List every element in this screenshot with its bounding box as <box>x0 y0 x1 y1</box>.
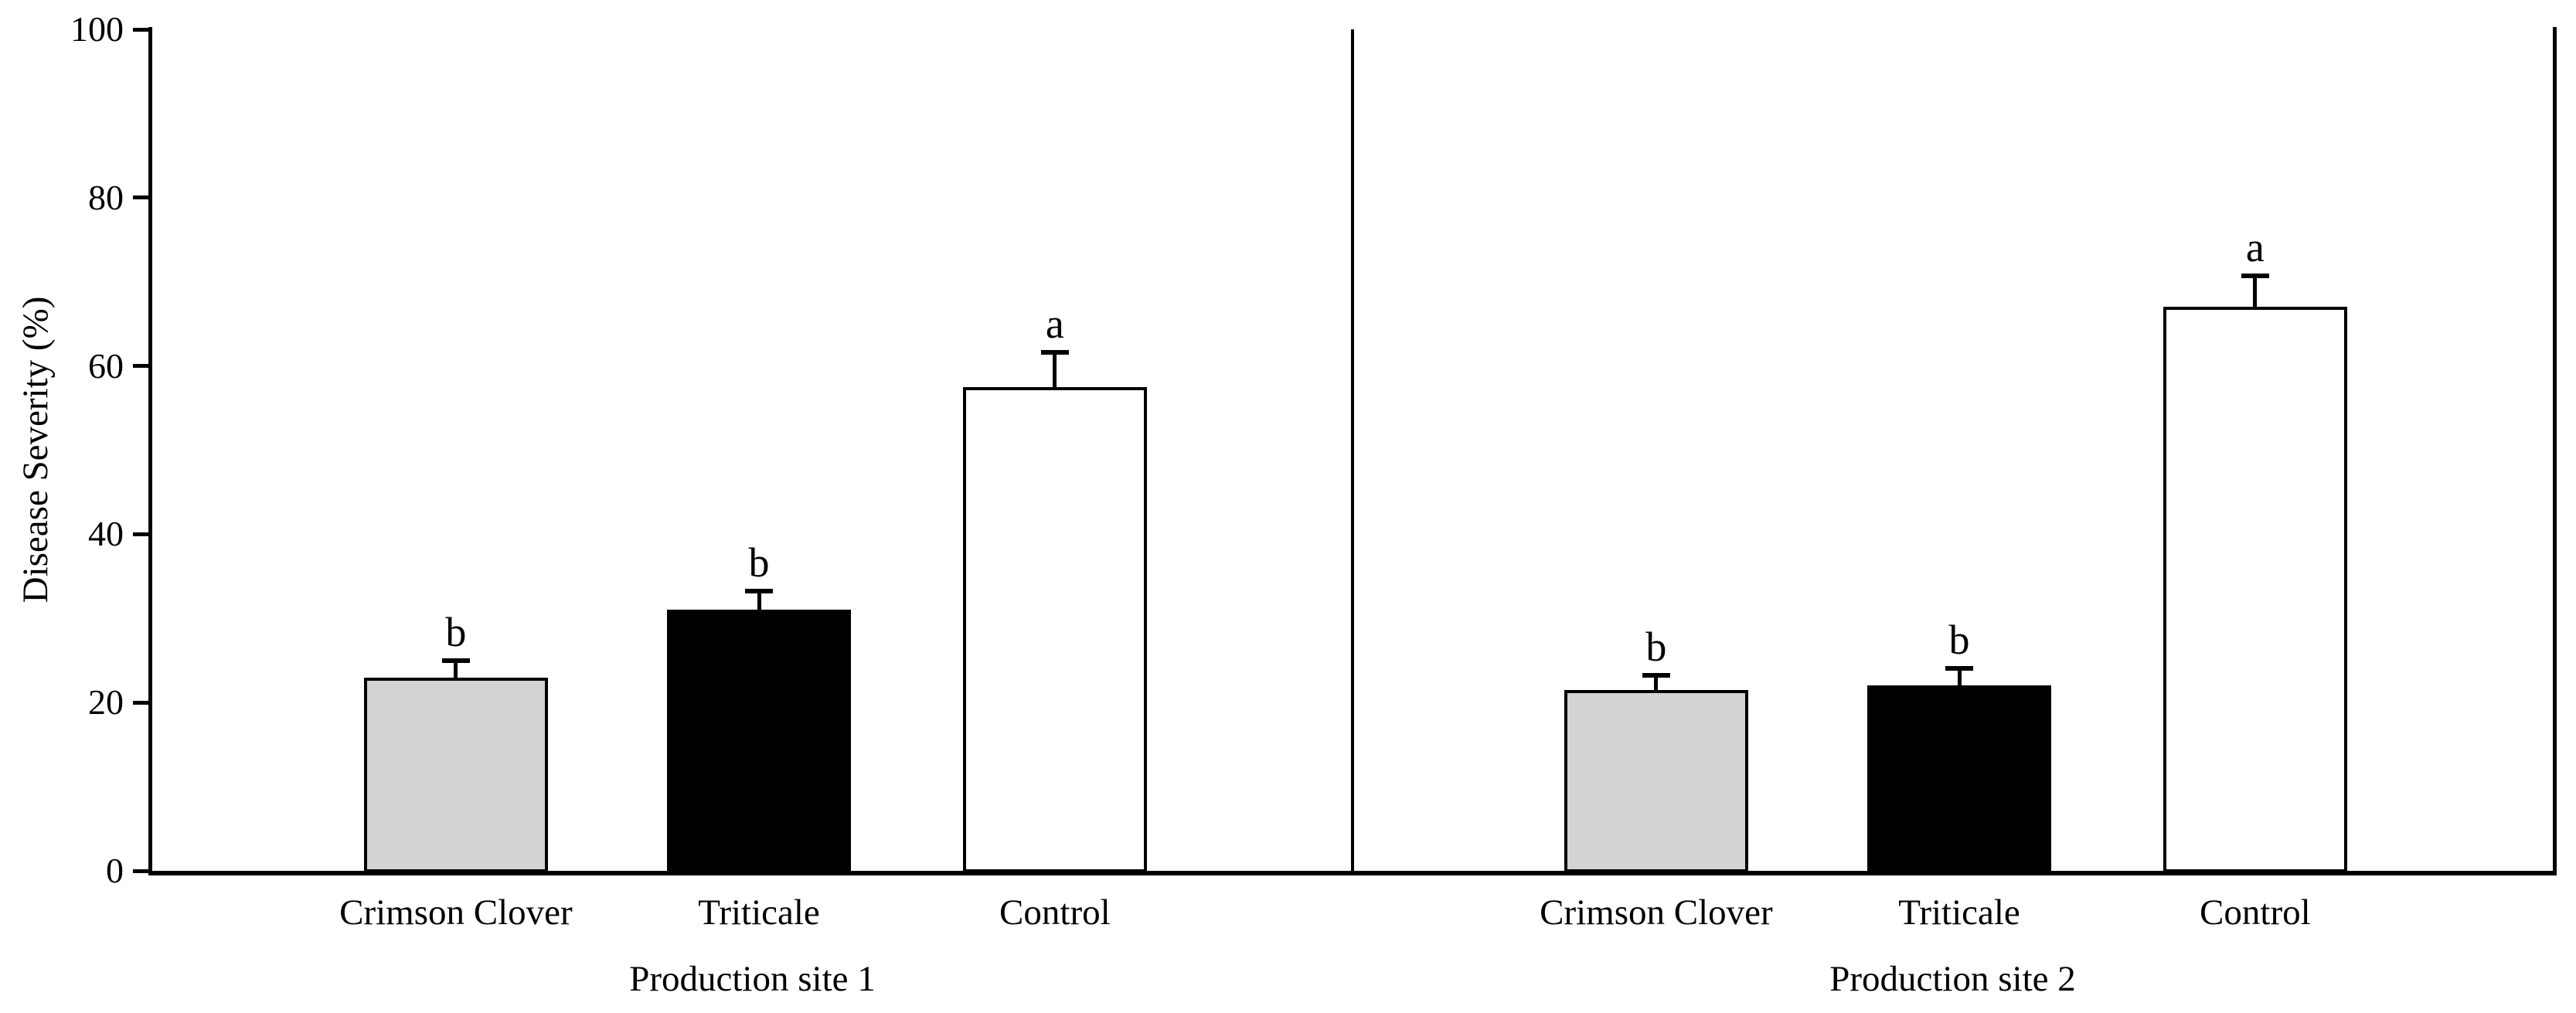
group-label-site-2: Production site 2 <box>1829 959 2076 999</box>
category-label-control-site-2: Control <box>2200 892 2311 933</box>
error-cap-crimson-clover-site-2 <box>1642 673 1670 678</box>
error-cap-triticale-site-1 <box>745 589 774 594</box>
sig-letter-triticale-site-1: b <box>748 539 770 586</box>
y-tick-label-100: 100 <box>70 9 124 49</box>
sig-letter-control-site-1: a <box>1045 301 1064 348</box>
y-tick-label-40: 40 <box>88 514 124 554</box>
y-tick-mark-20 <box>133 700 148 705</box>
right-frame-line <box>2553 27 2557 875</box>
site-divider-line <box>1351 29 1354 871</box>
error-bar-triticale-site-2 <box>1957 668 1962 686</box>
bar-triticale-site-1 <box>667 610 852 872</box>
y-tick-label-0: 0 <box>106 851 124 890</box>
error-bar-crimson-clover-site-1 <box>454 660 458 678</box>
bar-control-site-1 <box>962 386 1147 872</box>
category-label-control-site-1: Control <box>999 892 1111 933</box>
error-bar-crimson-clover-site-2 <box>1654 675 1659 690</box>
sig-letter-crimson-clover-site-2: b <box>1645 624 1667 671</box>
y-tick-mark-80 <box>133 195 148 200</box>
x-axis-line <box>148 871 2557 875</box>
category-label-crimson-clover-site-1: Crimson Clover <box>339 892 573 933</box>
sig-letter-control-site-2: a <box>2245 224 2265 271</box>
y-tick-mark-100 <box>133 27 148 32</box>
error-cap-crimson-clover-site-1 <box>441 658 470 663</box>
y-axis-title: Disease Severity (%) <box>15 296 56 603</box>
bar-control-site-2 <box>2163 307 2347 872</box>
error-cap-control-site-2 <box>2241 274 2269 279</box>
group-label-site-1: Production site 1 <box>629 959 876 999</box>
category-label-crimson-clover-site-2: Crimson Clover <box>1540 892 1773 933</box>
sig-letter-crimson-clover-site-1: b <box>445 608 467 655</box>
error-cap-control-site-1 <box>1040 350 1069 355</box>
error-bar-control-site-2 <box>2253 276 2258 308</box>
y-tick-mark-40 <box>133 532 148 536</box>
category-label-triticale-site-1: Triticale <box>698 892 820 933</box>
y-tick-label-20: 20 <box>88 682 124 722</box>
category-label-triticale-site-2: Triticale <box>1898 892 2020 933</box>
error-bar-control-site-1 <box>1053 352 1057 387</box>
y-axis-line <box>148 27 152 875</box>
bar-triticale-site-2 <box>1867 685 2052 872</box>
bar-crimson-clover-site-1 <box>363 677 548 872</box>
error-cap-triticale-site-2 <box>1945 665 1974 671</box>
y-tick-mark-60 <box>133 364 148 369</box>
error-bar-triticale-site-1 <box>757 591 761 610</box>
sig-letter-triticale-site-2: b <box>1948 616 1970 663</box>
bar-crimson-clover-site-2 <box>1564 689 1748 872</box>
y-tick-mark-0 <box>133 869 148 873</box>
y-tick-label-80: 80 <box>88 177 124 217</box>
y-tick-label-60: 60 <box>88 345 124 386</box>
